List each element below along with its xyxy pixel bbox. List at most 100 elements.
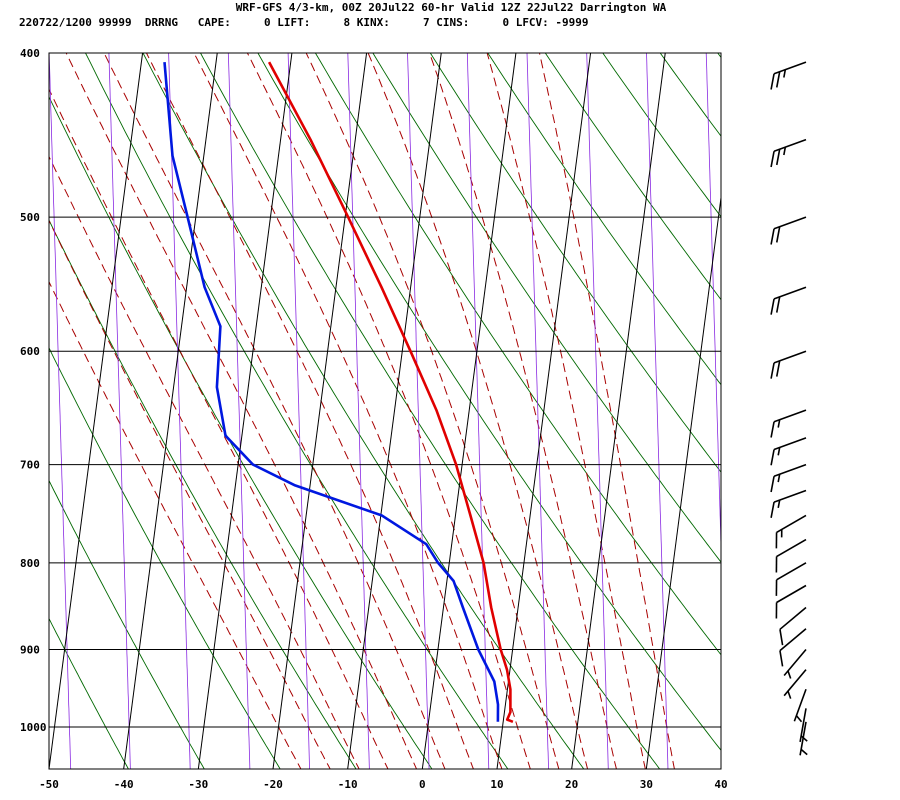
- wind-barb-feather: [770, 151, 775, 168]
- dry-adiabat: [49, 95, 433, 769]
- dry-adiabat: [142, 53, 585, 769]
- dry-adiabat: [602, 53, 721, 218]
- wind-barb-half-feather: [777, 447, 781, 456]
- wind-barb: [770, 489, 807, 518]
- wind-barb: [775, 562, 807, 596]
- wind-barb-half-feather: [783, 69, 787, 78]
- temperature-tick-label: 30: [640, 778, 653, 791]
- dry-adiabat: [49, 219, 357, 769]
- temperature-tick-label: -50: [39, 778, 59, 791]
- moist-adiabat: [65, 53, 418, 769]
- dry-adiabat: [257, 53, 721, 752]
- isotherm-30: [645, 197, 722, 770]
- wind-barb: [775, 514, 807, 549]
- pressure-tick-label: 400: [20, 47, 40, 60]
- pressure-tick-label: 900: [20, 643, 40, 656]
- thermo-lines: [0, 34, 900, 783]
- moist-adiabat: [49, 280, 302, 769]
- moist-adiabat: [103, 53, 446, 769]
- wind-barb: [775, 538, 807, 573]
- wind-barb-shaft: [776, 538, 807, 558]
- pressure-tick-label: 500: [20, 211, 40, 224]
- wind-barb-shaft: [776, 562, 807, 581]
- wind-barb: [770, 350, 807, 379]
- chart-title: WRF-GFS 4/3-km, 00Z 20Jul22 60-hr Valid …: [236, 1, 667, 14]
- temperature-tick-label: -40: [114, 778, 134, 791]
- wind-barb-half-feather: [787, 670, 792, 679]
- dry-adiabat: [659, 53, 721, 137]
- wind-barb: [770, 138, 807, 168]
- wind-barb: [775, 584, 807, 619]
- wind-barb: [793, 688, 807, 723]
- dry-adiabat: [49, 479, 205, 769]
- wind-barb-half-feather: [800, 748, 808, 756]
- wind-barb-feather: [775, 226, 781, 243]
- wind-barb-half-feather: [787, 690, 792, 699]
- mixing-ratio-line: [287, 53, 310, 769]
- sounding-indices: 220722/1200 99999 DRRNG CAPE: 0 LIFT: 8 …: [19, 16, 589, 29]
- mixing-ratio-line: [407, 53, 430, 769]
- wind-barb-feather: [770, 501, 775, 518]
- dry-adiabat: [199, 53, 661, 769]
- isotherm-0: [421, 52, 517, 770]
- mixing-ratio-line: [646, 53, 669, 769]
- mixing-ratio-line: [586, 53, 609, 769]
- moist-adiabat: [305, 53, 560, 769]
- isotherm--10: [347, 52, 442, 770]
- mixing-ratio-line: [526, 53, 549, 769]
- dry-adiabat: [85, 53, 509, 769]
- wind-barb: [799, 708, 808, 742]
- wind-barb-feather: [770, 476, 775, 493]
- mixing-ratio-line: [49, 53, 72, 769]
- wind-barb-half-feather: [777, 419, 781, 428]
- dry-adiabat: [487, 53, 721, 386]
- wind-barb-feather: [770, 449, 775, 466]
- moist-adiabat: [429, 53, 617, 769]
- temperature-profile: [267, 61, 514, 724]
- temperature-tick-label: -20: [263, 778, 283, 791]
- isotherm--30: [197, 52, 293, 770]
- axis-ticks: 400 500 600 700 800 900 1000 -50 -40 -30 -20 -10 0 10…: [20, 47, 728, 791]
- wind-barb: [779, 628, 807, 667]
- mixing-ratio-line: [705, 53, 721, 559]
- isotherm-10: [496, 52, 592, 770]
- moist-adiabat: [49, 155, 360, 769]
- mixing-ratio-line: [108, 53, 131, 769]
- wind-barb: [783, 669, 807, 699]
- dry-adiabat: [314, 53, 721, 656]
- temperature-tick-label: 10: [490, 778, 503, 791]
- wind-barb-feather: [770, 362, 775, 379]
- isotherm--50: [48, 52, 144, 770]
- wind-barb-feather: [775, 149, 781, 166]
- moist-adiabat: [193, 53, 503, 769]
- pressure-tick-label: 800: [20, 557, 40, 570]
- dry-adiabat: [761, 34, 900, 783]
- temperature-tick-label: 40: [714, 778, 727, 791]
- wind-barb: [783, 648, 807, 679]
- wind-barb-feather: [770, 421, 775, 438]
- wind-barb: [770, 463, 807, 493]
- wind-barb-feather: [770, 73, 775, 90]
- wind-barb-half-feather: [795, 715, 803, 723]
- profiles: [163, 61, 514, 724]
- dry-adiabat: [717, 53, 721, 59]
- moist-adiabat: [49, 219, 331, 769]
- wind-barb-feather: [770, 298, 775, 315]
- dry-adiabat: [49, 617, 129, 769]
- wind-barb-half-feather: [783, 147, 787, 156]
- mixing-ratio-line: [466, 53, 490, 769]
- moist-adiabat: [367, 53, 589, 769]
- wind-barb-half-feather: [777, 474, 781, 483]
- wind-barb: [770, 61, 807, 90]
- moist-adiabat: [486, 53, 646, 769]
- moist-adiabat: [246, 53, 531, 769]
- temperature-tick-label: 20: [565, 778, 578, 791]
- dry-adiabat: [429, 53, 721, 473]
- wind-barb-feather: [775, 360, 781, 377]
- wind-barb-feather: [779, 629, 784, 646]
- wind-barb-half-feather: [777, 499, 781, 509]
- temperature-tick-label: 0: [419, 778, 426, 791]
- dry-adiabat: [49, 346, 281, 769]
- mixing-ratio-line: [0, 34, 11, 783]
